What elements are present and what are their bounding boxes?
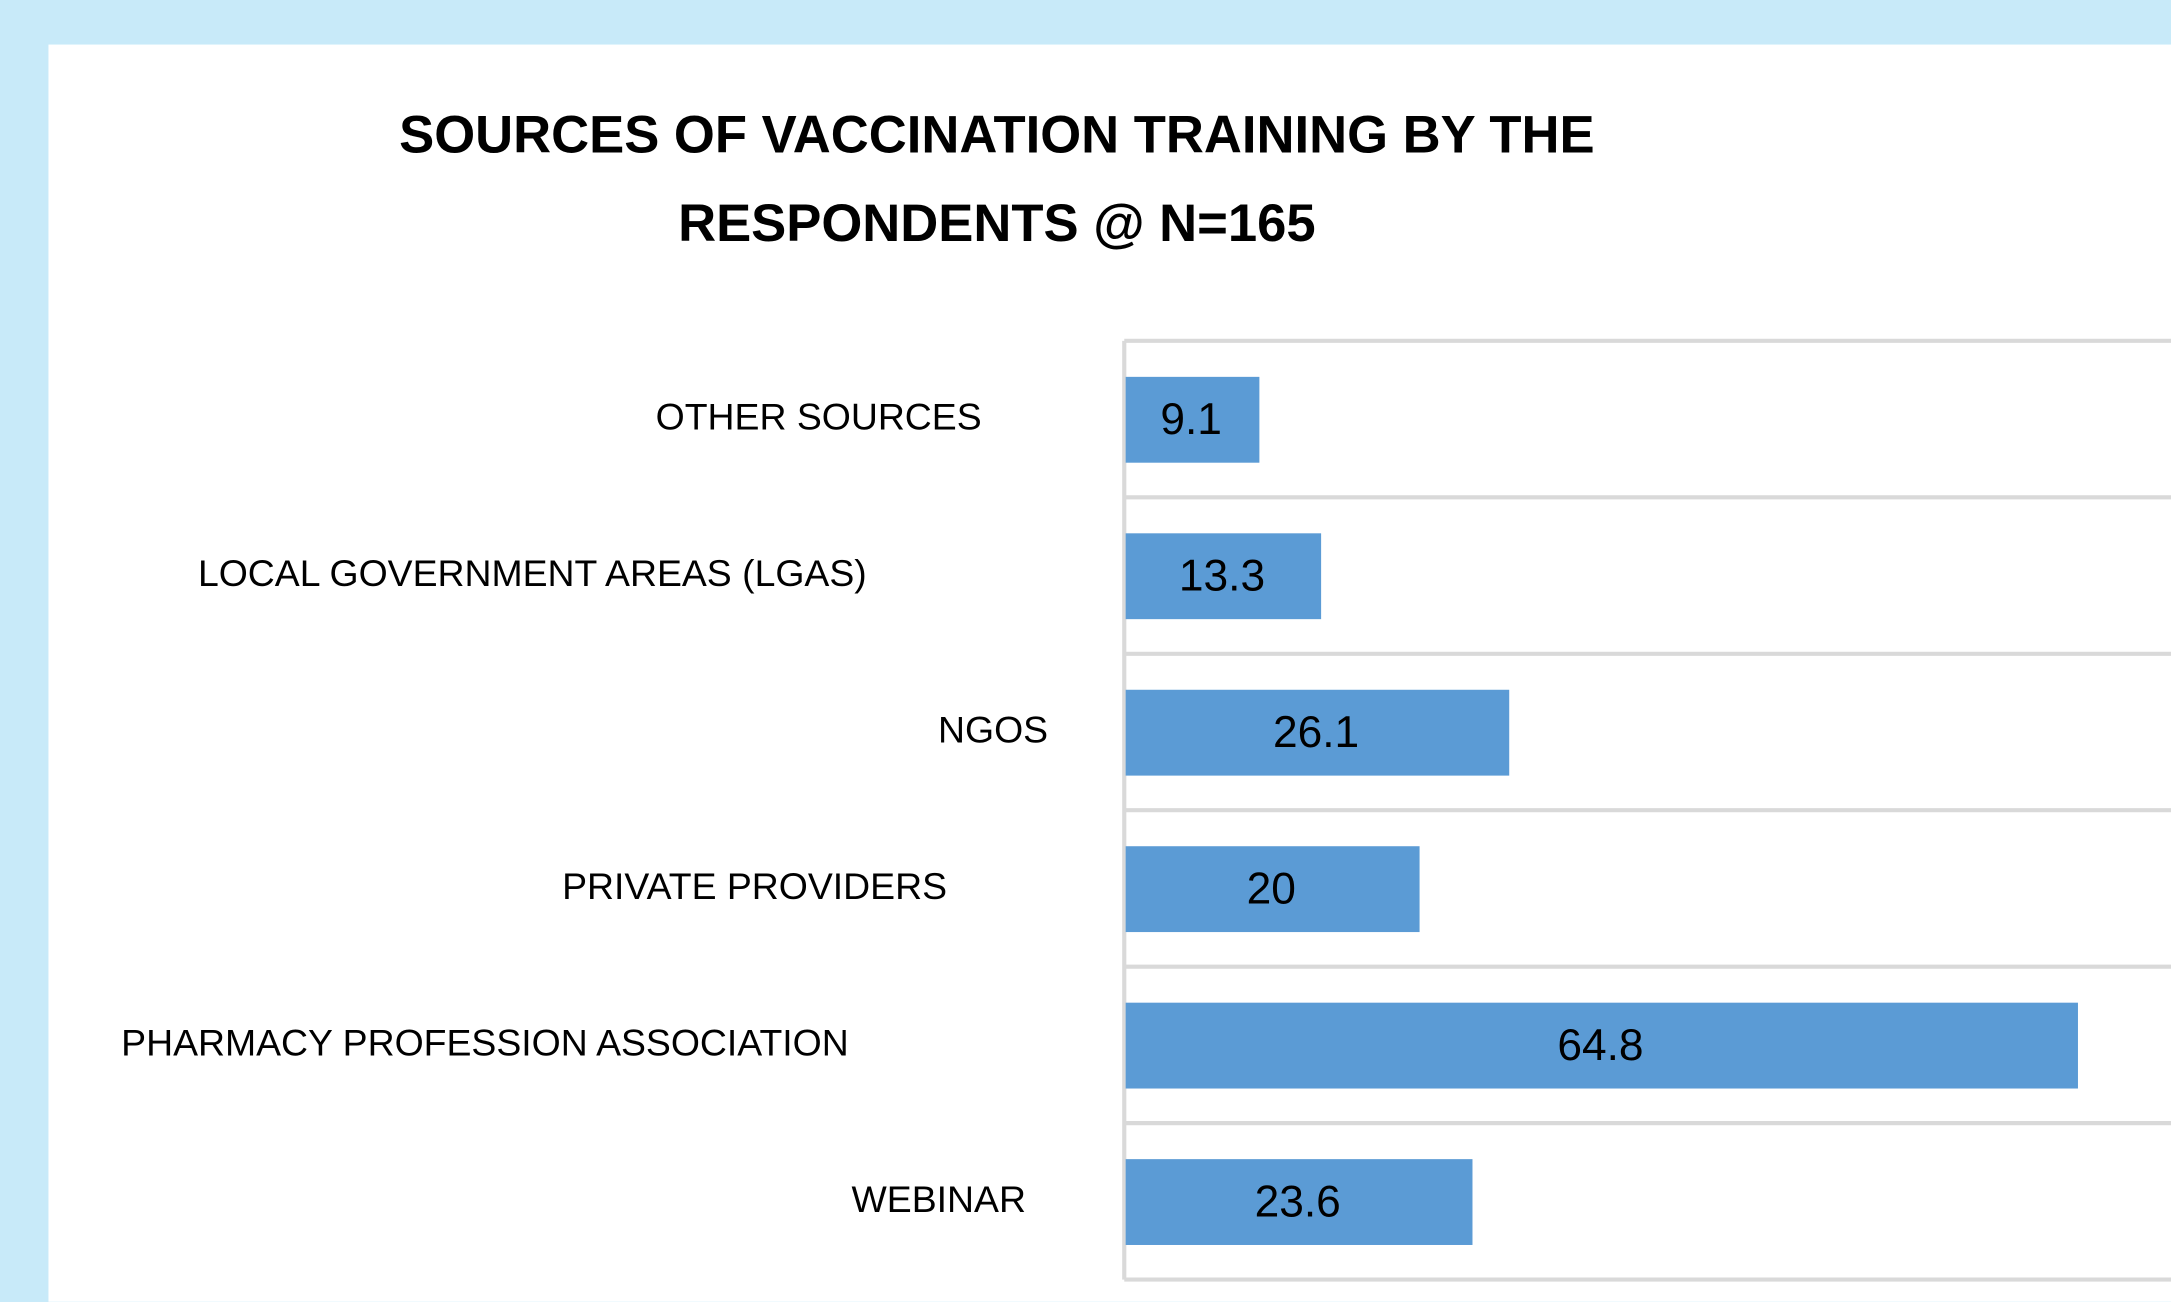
value-label: 23.6 [1255, 1178, 1341, 1227]
value-label: 64.8 [1557, 1021, 1643, 1070]
value-label: 9.1 [1160, 395, 1222, 444]
y-tick-label: OTHER SOURCES [656, 396, 982, 438]
value-label: 20 [1247, 865, 1296, 914]
y-tick-label: PRIVATE PROVIDERS [562, 865, 947, 907]
panel [48, 44, 2171, 1302]
y-tick-label: NGOS [938, 709, 1048, 751]
chart-title: SOURCES OF VACCINATION TRAINING BY THE R… [399, 106, 1595, 254]
bar [1125, 376, 1260, 463]
bar [1125, 1002, 2078, 1089]
value-label: 13.3 [1179, 552, 1265, 601]
y-tick-label: WEBINAR [852, 1178, 1026, 1220]
bar [1125, 1159, 1473, 1245]
y-tick-label: PHARMACY PROFESSION ASSOCIATION [121, 1021, 849, 1063]
value-label: 26.1 [1273, 708, 1359, 757]
title-box: SOURCES OF VACCINATION TRAINING BY THE R… [399, 106, 1595, 254]
bar [1125, 533, 1322, 620]
bar [1125, 689, 1510, 776]
y-tick-label: LOCAL GOVERNMENT AREAS (LGAS) [198, 552, 867, 594]
bar [1125, 846, 1420, 933]
